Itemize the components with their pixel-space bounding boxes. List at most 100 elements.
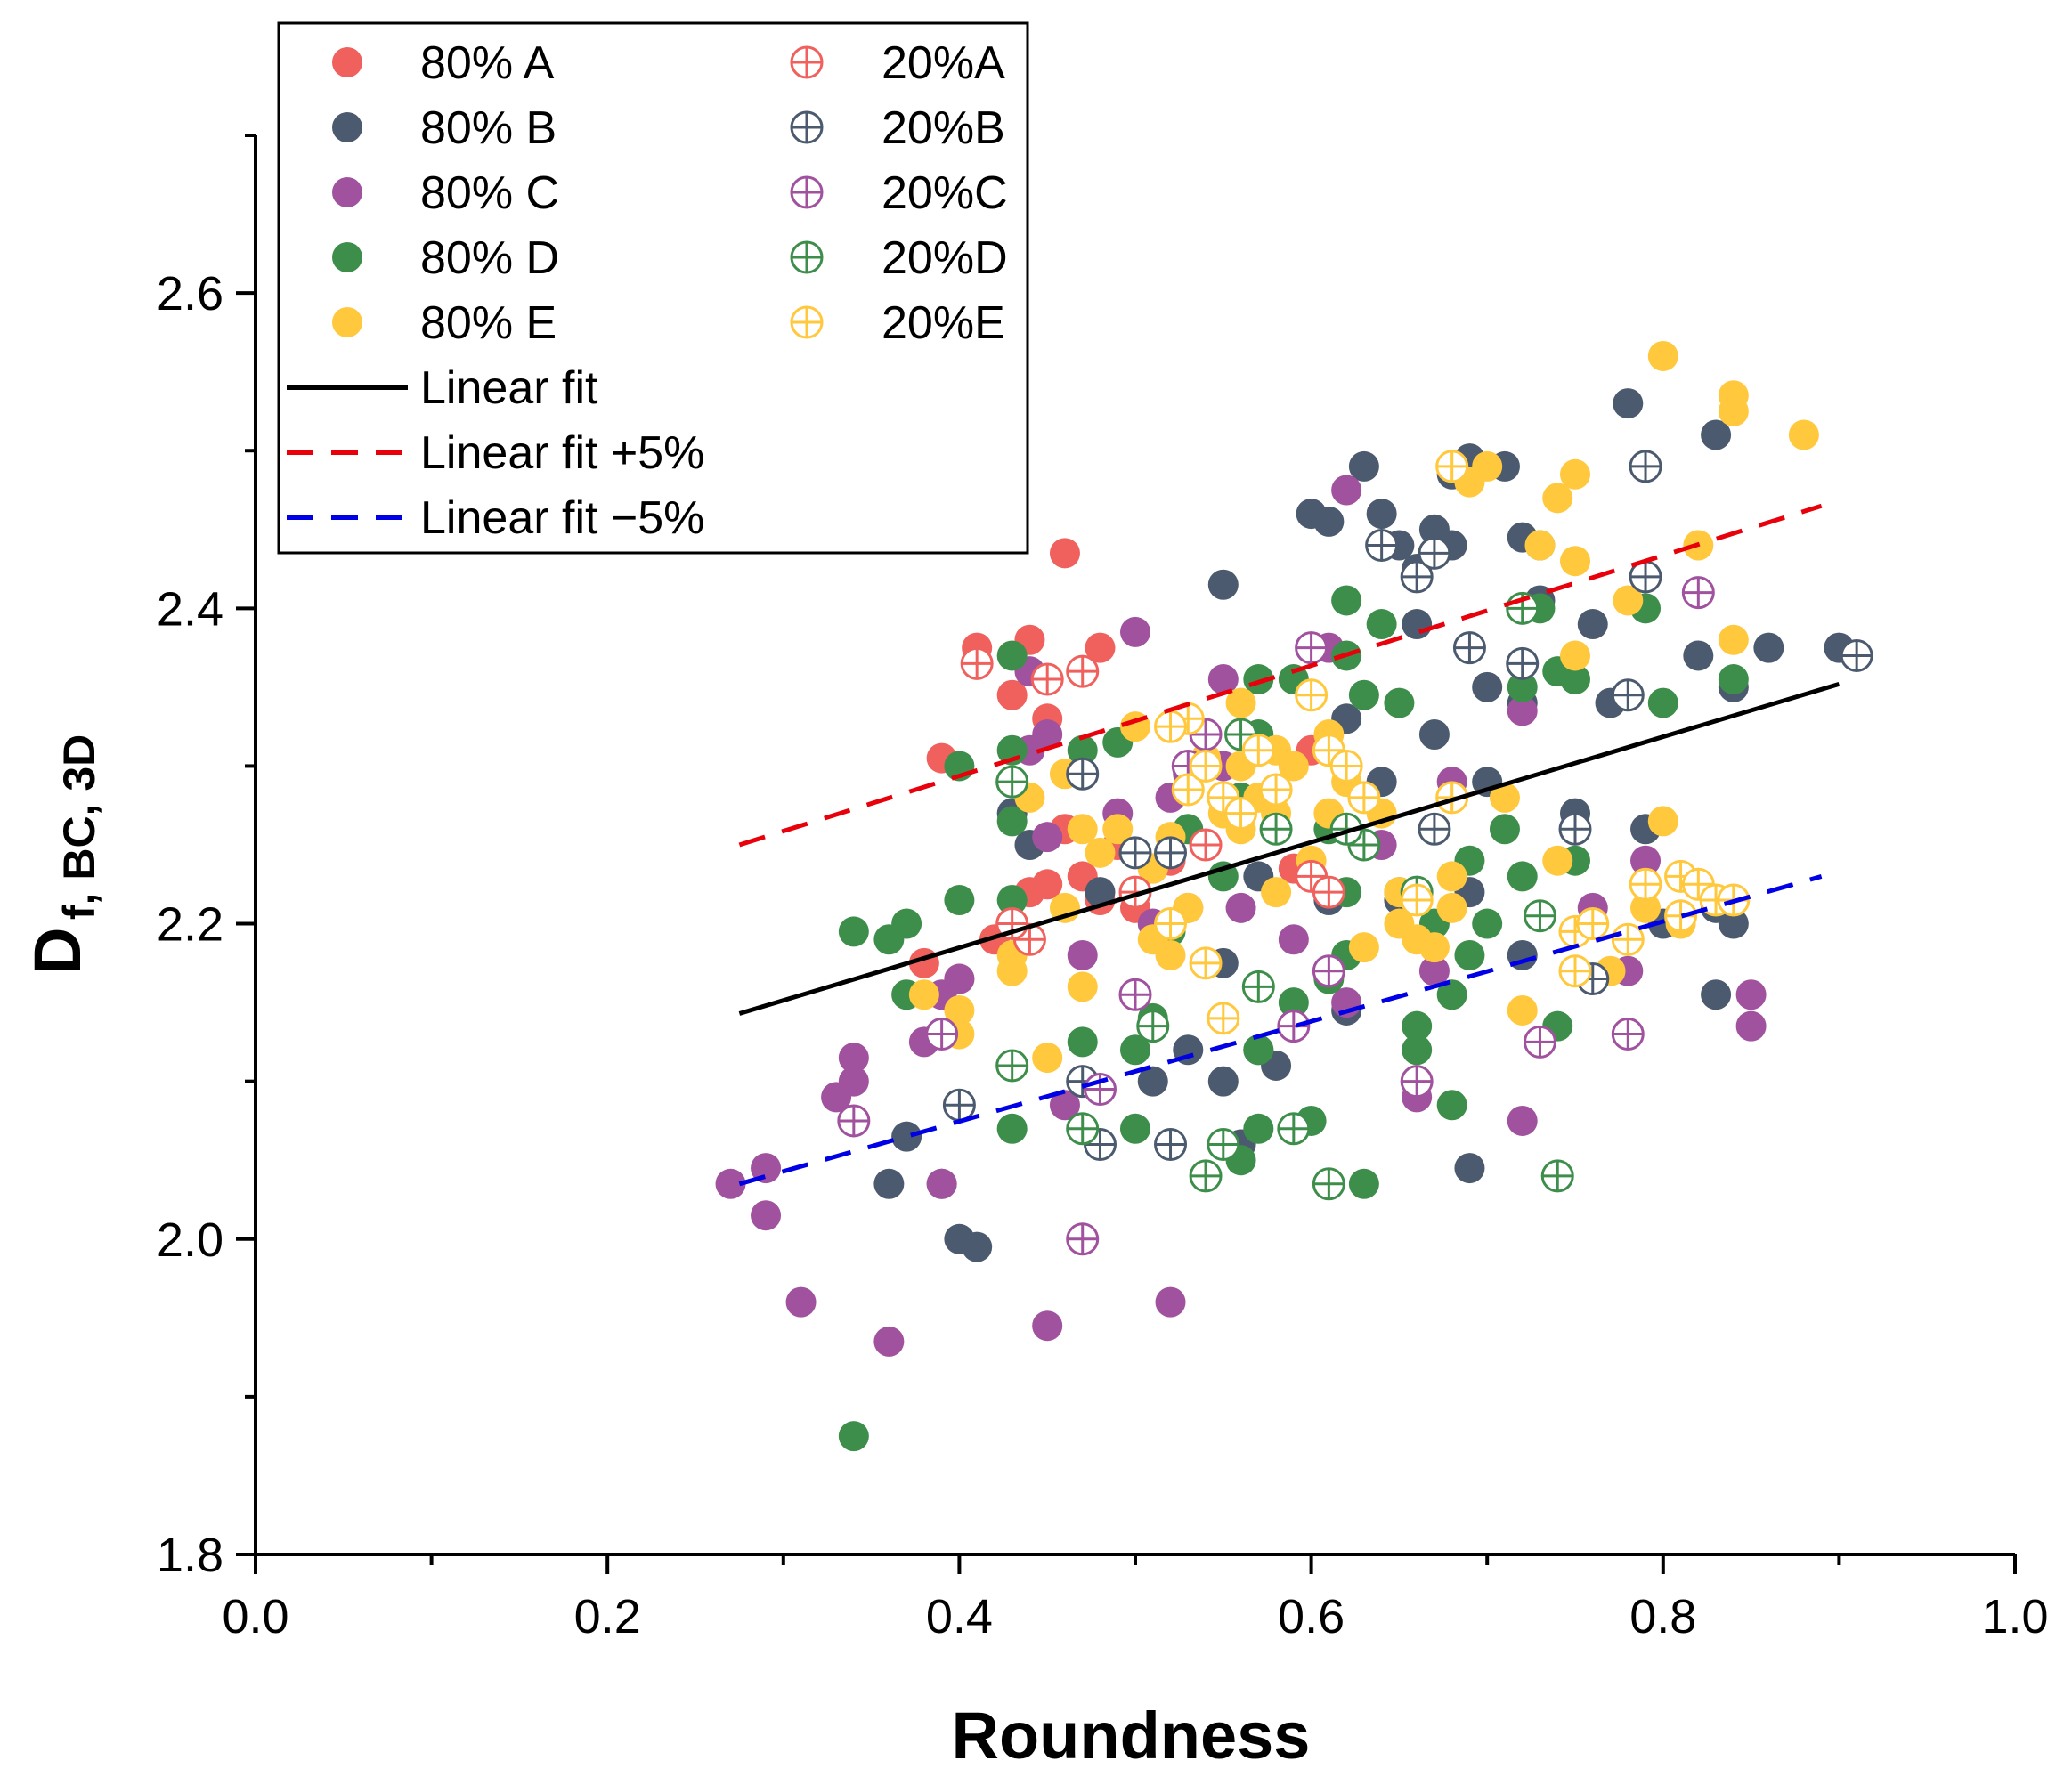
data-point [1701, 979, 1732, 1010]
y-tick-label: 2.0 [157, 1213, 223, 1267]
series-5 [960, 646, 1345, 956]
data-point [1418, 955, 1450, 986]
data-point [1066, 1222, 1100, 1256]
data-point [926, 1168, 957, 1199]
data-point [1118, 875, 1152, 909]
legend-item: 20%E [790, 297, 1005, 349]
data-point [1259, 812, 1293, 846]
data-point [1120, 1113, 1150, 1144]
legend-item: 80% D [332, 232, 559, 284]
data-point [1261, 877, 1292, 908]
data-point [1613, 585, 1644, 616]
data-point [1507, 861, 1538, 892]
data-point [1507, 671, 1538, 702]
data-point [1436, 861, 1467, 892]
data-point [996, 884, 1028, 915]
data-point [1524, 530, 1556, 561]
data-point [996, 806, 1028, 837]
data-point [1348, 679, 1379, 710]
legend-label: 80% E [420, 297, 557, 349]
data-point [1295, 678, 1329, 712]
data-point [1225, 892, 1256, 923]
legend-marker [332, 47, 362, 77]
data-point [1629, 560, 1662, 594]
data-point [1454, 939, 1485, 970]
data-point [925, 1018, 959, 1051]
fit-line-2 [738, 874, 1823, 1187]
data-point [1436, 979, 1467, 1010]
data-point [873, 1168, 905, 1199]
data-point [1629, 867, 1662, 901]
legend-marker [332, 177, 362, 207]
data-point [944, 884, 975, 915]
data-point [1189, 828, 1223, 862]
data-point [751, 1200, 782, 1231]
data-point [1418, 812, 1451, 846]
data-point [1647, 340, 1678, 371]
legend-item: 20%B [790, 102, 1005, 154]
data-point [1312, 1167, 1345, 1201]
data-point [996, 1113, 1028, 1144]
data-point [1558, 954, 1592, 988]
data-point [838, 1066, 869, 1097]
data-point [1629, 450, 1662, 483]
legend-label: 80% D [420, 232, 559, 284]
data-point [1066, 757, 1100, 791]
data-point [1085, 837, 1116, 868]
legend-label: Linear fit −5% [420, 492, 704, 544]
data-point [1102, 814, 1134, 845]
data-point [1347, 781, 1381, 815]
data-point [1507, 1105, 1538, 1136]
data-point [838, 1043, 869, 1074]
data-point [1120, 616, 1150, 647]
data-point [1366, 499, 1397, 530]
data-point [1032, 822, 1063, 853]
data-point [1032, 719, 1063, 751]
data-point [1189, 1159, 1223, 1193]
legend-label: 20%A [882, 37, 1005, 89]
data-point [1542, 845, 1573, 876]
data-point [1384, 687, 1415, 718]
data-point [1611, 1018, 1645, 1051]
data-point [1489, 814, 1520, 845]
data-point [1067, 814, 1098, 845]
legend-item: 20%C [790, 167, 1008, 219]
data-point [1207, 569, 1239, 600]
legend-label: Linear fit +5% [420, 427, 704, 479]
data-point [1701, 419, 1732, 450]
x-tick-label: 0.8 [1629, 1590, 1696, 1643]
legend-label: 80% C [420, 167, 559, 219]
data-point [1154, 1128, 1188, 1162]
data-point [838, 916, 869, 947]
x-axis-title: Roundness [952, 1699, 1311, 1773]
data-point [1136, 1010, 1170, 1043]
legend-box [277, 21, 1029, 555]
legend-label: Linear fit [420, 362, 598, 414]
data-point [1154, 710, 1188, 743]
data-point [1366, 609, 1397, 640]
data-point [944, 963, 975, 994]
legend-item: 20%D [790, 232, 1008, 284]
data-point [1137, 1066, 1168, 1097]
data-point [1472, 450, 1503, 482]
data-point [1032, 1043, 1063, 1074]
data-point [1241, 734, 1275, 767]
data-point [1560, 664, 1590, 695]
data-point [1611, 678, 1645, 712]
data-point [1118, 836, 1152, 870]
data-point [838, 1421, 869, 1452]
data-point [1278, 751, 1309, 782]
data-point [1454, 1153, 1485, 1184]
data-point [1365, 528, 1399, 562]
legend-item: 80% B [332, 102, 557, 154]
data-point [751, 1153, 782, 1184]
data-point [1472, 671, 1503, 702]
data-point [1400, 1065, 1434, 1099]
data-point [962, 1231, 993, 1262]
data-point [1558, 812, 1592, 846]
legend-marker [790, 45, 824, 79]
y-axis-title: D f, BC, 3D [20, 734, 104, 975]
data-point [1207, 1066, 1239, 1097]
legend-marker [332, 242, 362, 272]
data-point [1840, 638, 1873, 672]
